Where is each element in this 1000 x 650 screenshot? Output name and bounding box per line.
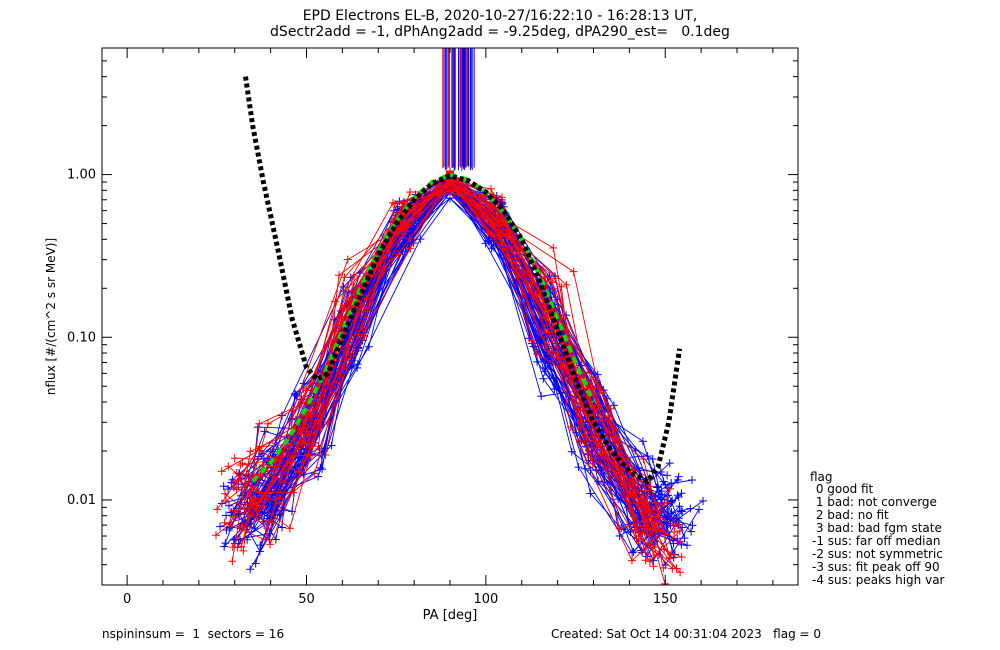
profile-line (234, 192, 679, 544)
profile-line (250, 181, 657, 523)
legend-item-2: 2 bad: no fit (812, 508, 889, 522)
profile-line (216, 174, 681, 573)
profile-line (239, 188, 678, 554)
footer-right: Created: Sat Oct 14 00:31:04 2023 flag =… (551, 627, 822, 641)
data-layer (211, 167, 708, 585)
plot-frame (101, 47, 799, 586)
legend-item-3: 3 bad: bad fgm state (812, 521, 942, 535)
footer-left: nspininsum = 1 sectors = 16 (102, 627, 285, 641)
profile-line (224, 179, 671, 559)
series-red-profile (232, 189, 679, 530)
x-tick-label: 50 (298, 592, 315, 607)
profile-line (262, 183, 659, 533)
profile-line (246, 191, 672, 540)
x-tick-label: 150 (653, 592, 678, 607)
profile-line (233, 170, 677, 569)
series-red-profile (229, 167, 681, 573)
legend-title: flag (810, 470, 833, 484)
y-tick-label: 0.10 (67, 330, 96, 345)
y-tick-label: 1.00 (67, 168, 96, 183)
chart-title-line1: EPD Electrons EL-B, 2020-10-27/16:22:10 … (302, 8, 698, 24)
profile-line (230, 186, 656, 533)
profile-line (232, 183, 682, 546)
axis-layer: 0 50 100 150 0.01 0.10 1.00 PA [deg] nflux [#/(c… (44, 47, 798, 623)
legend-item-6: -3 sus: fit peak off 90 (812, 560, 940, 574)
spikes-layer (442, 48, 475, 171)
legend-item-1: 1 bad: not converge (812, 495, 937, 509)
series-blue-profile (235, 170, 658, 535)
series-red-profile (229, 184, 655, 537)
chart-title-line2: dSectr2add = -1, dPhAng2add = -9.25deg, … (270, 24, 730, 40)
series-red-profile (239, 177, 664, 555)
legend-item-5: -2 sus: not symmetric (812, 547, 943, 561)
series-red-profile (228, 181, 686, 561)
series-red-profile (242, 180, 658, 560)
median-curve-black (243, 76, 683, 485)
series-blue-profile (262, 176, 647, 529)
x-tick-label: 100 (473, 592, 498, 607)
x-axis-label: PA [deg] (423, 608, 478, 623)
profile-line (231, 181, 671, 562)
y-axis-label: nflux [#/(cm^2 s sr MeV)] (44, 238, 58, 395)
series-red-profile (213, 170, 685, 577)
fit-layer (243, 76, 683, 485)
legend-item-7: -4 sus: peaks high var (812, 573, 945, 587)
profile-line (240, 180, 658, 547)
legend-item-0: 0 good fit (812, 482, 874, 496)
profile-line (248, 188, 655, 546)
y-tick-label: 0.01 (67, 493, 96, 508)
profile-line (255, 182, 656, 552)
legend-item-4: -1 sus: far off median (812, 534, 941, 548)
profile-line (238, 170, 666, 585)
x-tick-label: 0 (123, 592, 131, 607)
series-red-profile (237, 176, 662, 551)
